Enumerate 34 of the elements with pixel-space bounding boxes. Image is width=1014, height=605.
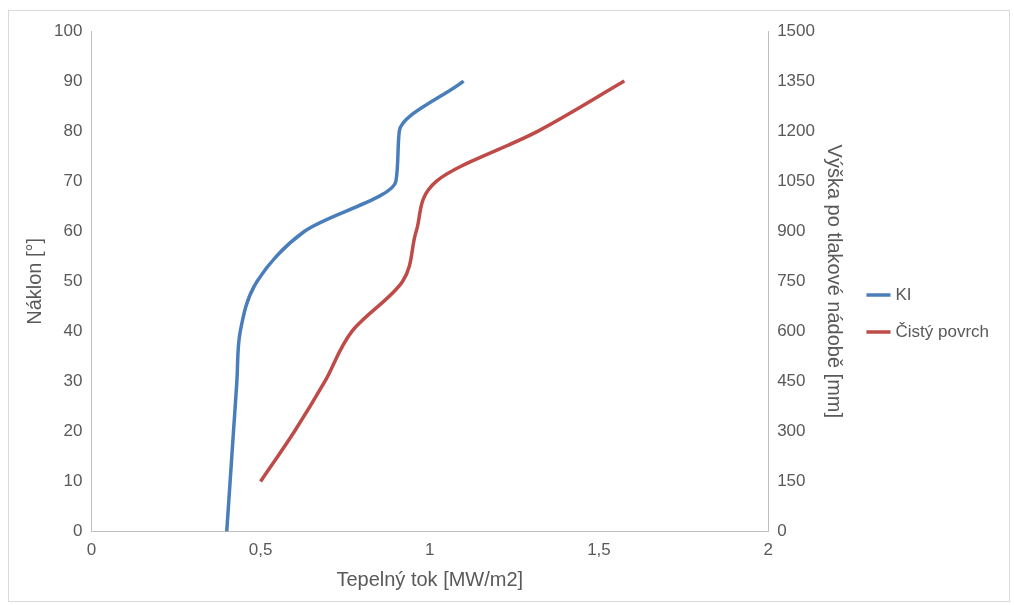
y-tick-label: 10 xyxy=(63,471,83,491)
y2-tick-label: 600 xyxy=(777,321,806,341)
y-tick-label: 100 xyxy=(53,20,83,40)
legend-label: Čistý povrch xyxy=(895,321,990,341)
y-tick-label: 50 xyxy=(63,270,83,290)
x-axis-title: Tepelný tok [MW/m2] xyxy=(336,567,524,590)
y2-tick-label: 1050 xyxy=(777,170,815,190)
y2-tick-label: 450 xyxy=(777,371,806,391)
line-series xyxy=(224,79,466,532)
y-tick-label: 90 xyxy=(63,70,83,90)
y-tick-label: 30 xyxy=(63,371,83,391)
y2-tick-label: 150 xyxy=(777,471,806,491)
line-series xyxy=(258,79,627,484)
y-tick-label: 60 xyxy=(63,220,83,240)
y-tick-label: 20 xyxy=(63,421,83,441)
x-tick-label: 1,5 xyxy=(587,540,611,560)
y-axis-title: Náklon [°] xyxy=(22,237,45,325)
y-tick-label: 40 xyxy=(63,321,83,341)
y2-tick-label: 1350 xyxy=(777,70,815,90)
y2-tick-label: 0 xyxy=(777,521,787,541)
x-tick-label: 0 xyxy=(86,540,97,560)
x-tick-label: 0,5 xyxy=(248,540,273,560)
legend-label: KI xyxy=(895,284,912,304)
y2-tick-label: 300 xyxy=(777,421,806,441)
y2-tick-label: 1500 xyxy=(777,20,815,40)
y-tick-label: 0 xyxy=(72,521,83,541)
y-tick-label: 80 xyxy=(63,120,83,140)
x-tick-label: 1 xyxy=(425,540,435,560)
y-tick-label: 70 xyxy=(63,170,83,190)
y2-axis-title: Výška po tlakové nádobě [mm] xyxy=(824,144,847,419)
x-tick-label: 2 xyxy=(763,540,773,560)
y2-tick-label: 1200 xyxy=(777,120,815,140)
y2-tick-label: 900 xyxy=(777,220,806,240)
y2-tick-label: 750 xyxy=(777,270,806,290)
